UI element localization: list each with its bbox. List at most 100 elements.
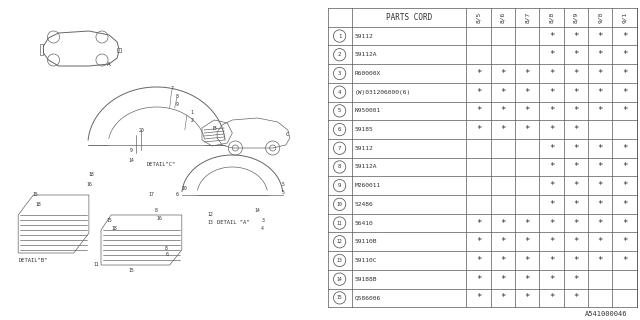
Text: *: * [525,106,530,115]
Text: 15: 15 [337,295,342,300]
Text: *: * [549,181,554,190]
Text: *: * [525,88,530,97]
Text: *: * [476,125,481,134]
Text: 9: 9 [175,101,178,107]
Text: *: * [622,32,627,41]
Text: 59112: 59112 [355,146,374,151]
Text: 15: 15 [33,193,38,197]
Text: 8/5: 8/5 [476,12,481,23]
Text: 18: 18 [88,172,94,178]
Text: 10: 10 [181,186,187,190]
Text: *: * [598,144,603,153]
Text: 12: 12 [337,239,342,244]
Text: 11: 11 [93,262,99,268]
Text: 9: 9 [338,183,341,188]
Text: 4: 4 [338,90,341,95]
Text: *: * [525,275,530,284]
Text: *: * [476,293,481,302]
Text: *: * [598,181,603,190]
Text: *: * [500,256,506,265]
Text: N950001: N950001 [355,108,381,113]
Text: *: * [525,125,530,134]
Text: PARTS CORD: PARTS CORD [386,13,432,22]
Text: 4: 4 [261,226,264,230]
Text: 6: 6 [175,193,178,197]
Text: *: * [525,69,530,78]
Text: 9: 9 [130,148,132,153]
Text: *: * [622,237,627,246]
Text: 15: 15 [129,268,134,273]
Text: *: * [549,69,554,78]
Text: *: * [500,275,506,284]
Text: *: * [598,256,603,265]
Text: 14: 14 [337,277,342,282]
Text: *: * [549,106,554,115]
Text: 3: 3 [338,71,341,76]
Text: 8: 8 [338,164,341,170]
Text: 8: 8 [175,93,178,99]
Text: *: * [622,219,627,228]
Text: *: * [573,219,579,228]
Text: *: * [500,106,506,115]
Text: 59188B: 59188B [355,277,377,282]
Text: *: * [622,69,627,78]
Text: A: A [107,61,111,67]
Text: *: * [476,275,481,284]
Text: 5: 5 [282,190,284,196]
Text: *: * [500,125,506,134]
Text: *: * [549,219,554,228]
Text: 7: 7 [170,85,173,91]
Text: *: * [598,163,603,172]
Text: *: * [598,69,603,78]
Text: 12: 12 [207,212,213,218]
Text: DETAIL"B": DETAIL"B" [18,258,47,262]
Text: *: * [549,200,554,209]
Text: *: * [549,144,554,153]
Text: *: * [573,293,579,302]
Text: *: * [573,200,579,209]
Text: 8/7: 8/7 [525,12,530,23]
Text: 59112A: 59112A [355,52,377,57]
Text: 18: 18 [111,226,117,230]
Text: 17: 17 [148,193,154,197]
Text: 3: 3 [261,218,264,222]
Text: *: * [622,106,627,115]
Text: *: * [549,293,554,302]
Text: *: * [500,237,506,246]
Text: Q586006: Q586006 [355,295,381,300]
Text: 11: 11 [337,220,342,226]
Text: *: * [573,50,579,59]
Text: *: * [598,219,603,228]
Text: 16: 16 [86,182,92,188]
Text: 2: 2 [338,52,341,57]
Text: 6: 6 [165,252,168,258]
Text: A541000046: A541000046 [585,311,627,317]
Text: 9/1: 9/1 [622,12,627,23]
Text: *: * [525,219,530,228]
Text: *: * [549,163,554,172]
Text: 18: 18 [35,203,41,207]
Text: *: * [598,32,603,41]
Text: 59112A: 59112A [355,164,377,170]
Text: *: * [525,237,530,246]
Text: C: C [286,132,289,138]
Text: 20: 20 [138,127,144,132]
Text: *: * [549,50,554,59]
Text: 15: 15 [106,218,112,222]
Text: 8/9: 8/9 [573,12,579,23]
Text: 14: 14 [255,207,260,212]
Text: 14: 14 [129,157,134,163]
Text: DETAIL"C": DETAIL"C" [147,163,176,167]
Text: *: * [573,32,579,41]
Text: 7: 7 [338,146,341,151]
Text: *: * [500,69,506,78]
Text: *: * [622,256,627,265]
Text: *: * [549,32,554,41]
Text: 8/8: 8/8 [549,12,554,23]
Text: 59185: 59185 [355,127,374,132]
Text: 8: 8 [165,245,168,251]
Text: 13: 13 [207,220,213,226]
Text: 52486: 52486 [355,202,374,207]
Text: *: * [525,256,530,265]
Text: *: * [573,106,579,115]
